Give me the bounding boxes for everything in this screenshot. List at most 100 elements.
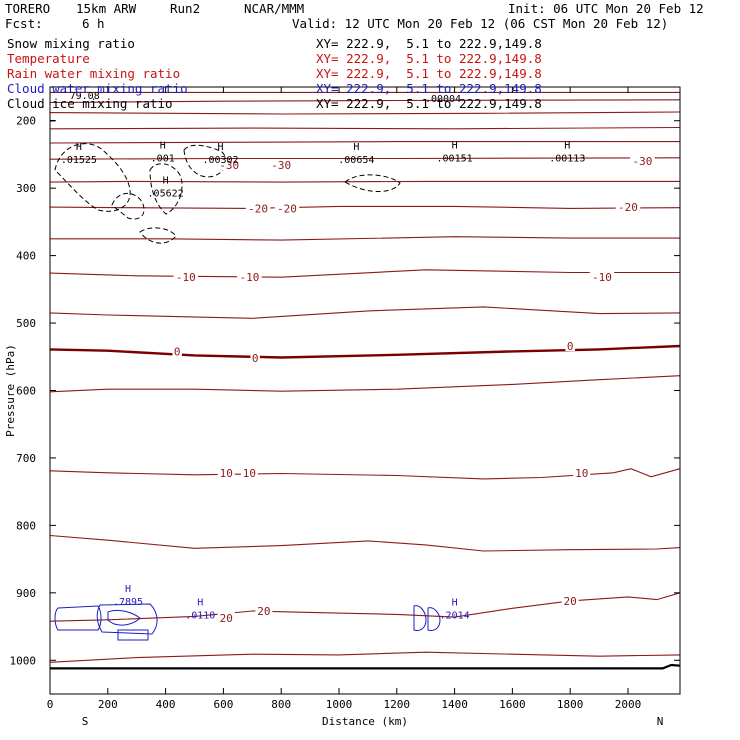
field-xy-snow: XY= 222.9, 5.1 to 222.9,149.8 <box>316 36 542 51</box>
x-tick-label: 1400 <box>441 698 468 711</box>
isotherm-label: -10 <box>239 271 259 284</box>
snow-max-value: .05622 <box>148 189 184 200</box>
field-xy-cloud-water: XY= 222.9, 5.1 to 222.9,149.8 <box>316 81 542 96</box>
y-tick-label: 800 <box>16 519 36 532</box>
isotherm-label: 10 <box>243 467 256 480</box>
y-tick-label: 400 <box>16 250 36 263</box>
x-tick-label: 1800 <box>557 698 584 711</box>
snow-contour <box>149 163 183 215</box>
isotherm-label: 0 <box>567 340 574 353</box>
north-label: N <box>657 715 664 728</box>
hydrometeor-contours <box>54 143 441 641</box>
isotherm-5 <box>49 375 681 393</box>
run-label: Run2 <box>170 1 201 16</box>
x-tick-label: 2000 <box>615 698 642 711</box>
isotherm-label-bg <box>217 466 235 478</box>
x-tick-label: 1200 <box>384 698 411 711</box>
x-tick-label: 800 <box>271 698 291 711</box>
isotherm-label: 20 <box>220 612 233 625</box>
snow-contour <box>344 174 401 193</box>
isotherm-label-bg <box>255 605 273 617</box>
isotherm-label: 0 <box>252 352 259 365</box>
snow-max-value: .00113 <box>549 153 585 164</box>
isotherm-label-bg <box>573 466 591 478</box>
snow-contour <box>139 227 177 244</box>
cloud-water-max-marker: H <box>452 598 458 609</box>
isotherm-label-bg <box>615 201 641 213</box>
cloud-water-max-value: .0110 <box>185 611 215 622</box>
isotherm-label-bg <box>173 271 199 283</box>
cloud-water-max-marker: H <box>125 584 131 595</box>
snow-max-marker: H <box>160 140 166 151</box>
x-tick-label: 1000 <box>326 698 353 711</box>
snow-max-marker: H <box>353 142 359 153</box>
isotherm-10 <box>49 468 681 480</box>
isotherm-minus10 <box>49 269 680 278</box>
cloud-ice-max-value: 79.08 <box>70 91 100 102</box>
model-name: TORERO <box>5 1 51 16</box>
isotherm-label-bg <box>245 202 271 214</box>
isotherm-label: -20 <box>618 201 638 214</box>
snow-max-value: .00151 <box>437 153 473 164</box>
field-name-rain: Rain water mixing ratio <box>7 66 181 81</box>
snow-max-marker: H <box>163 176 169 187</box>
org-label: NCAR/MMM <box>244 1 305 16</box>
isotherm-label-bg <box>274 202 300 214</box>
isotherm-label: 0 <box>174 345 181 358</box>
isotherm-label: 20 <box>257 605 270 618</box>
isotherm-label-bg <box>172 345 182 357</box>
x-tick-label: 1600 <box>499 698 526 711</box>
cloud-water-contour <box>54 605 102 631</box>
terrain-line <box>50 663 681 670</box>
south-label: S <box>82 715 89 728</box>
isotherm-minus25 <box>49 180 680 183</box>
isotherm-label: 20 <box>564 595 577 608</box>
cloud-water-max-value: .7895 <box>113 597 143 608</box>
isotherm-label: -10 <box>592 271 612 284</box>
isotherm-label: -20 <box>248 202 268 215</box>
isotherm-label-bg <box>240 466 258 478</box>
cloud-water-contour <box>117 629 149 641</box>
valid-time: Valid: 12 UTC Mon 20 Feb 12 (06 CST Mon … <box>292 16 669 31</box>
isotherm-minus30 <box>49 157 681 160</box>
isotherm-label-bg <box>561 594 579 606</box>
x-axis-title: Distance (km) <box>322 715 408 728</box>
y-tick-label: 1000 <box>10 654 37 667</box>
isotherm-minus35 <box>49 141 680 144</box>
isotherm-label: -30 <box>632 155 652 168</box>
field-name-temperature: Temperature <box>7 51 90 66</box>
isotherm-label-bg <box>630 155 655 167</box>
isotherm-15 <box>49 534 681 552</box>
isotherm-minus50 <box>49 99 681 104</box>
init-time: Init: 06 UTC Mon 20 Feb 12 <box>508 1 704 16</box>
isotherm-label-bg <box>216 159 242 171</box>
snow-max-marker: H <box>217 142 223 153</box>
isotherm-25 <box>49 651 681 663</box>
y-tick-label: 200 <box>16 115 36 128</box>
isotherm-label-bg <box>565 339 575 351</box>
y-tick-label: 900 <box>16 587 36 600</box>
snow-max-marker: H <box>564 140 570 151</box>
field-xy-cloud-ice: XY= 222.9, 5.1 to 222.9,149.8 <box>316 96 542 111</box>
field-name-cloud-water: Cloud water mixing ratio <box>7 81 188 96</box>
cloud-water-max-marker: H <box>197 598 203 609</box>
cloud-water-contour <box>107 609 141 626</box>
isotherm-0 <box>49 344 681 359</box>
field-xy-rain: XY= 222.9, 5.1 to 222.9,149.8 <box>316 66 542 81</box>
cloud-ice-max-value: .00004 <box>425 94 461 105</box>
resolution-label: 15km ARW <box>76 1 137 16</box>
x-tick-label: 400 <box>156 698 176 711</box>
x-tick-label: 200 <box>98 698 118 711</box>
x-tick-label: 0 <box>47 698 54 711</box>
field-xy-temperature: XY= 222.9, 5.1 to 222.9,149.8 <box>316 51 542 66</box>
isotherm-minus40 <box>49 126 681 130</box>
isotherm-label: 10 <box>220 467 233 480</box>
isotherm-minus15 <box>50 236 680 241</box>
isotherm-label-bg <box>237 271 262 283</box>
y-tick-label: 300 <box>16 182 36 195</box>
snow-max-value: .01525 <box>61 155 97 166</box>
y-tick-label: 500 <box>16 317 36 330</box>
snow-contour <box>54 143 131 212</box>
field-name-snow: Snow mixing ratio <box>7 36 135 51</box>
